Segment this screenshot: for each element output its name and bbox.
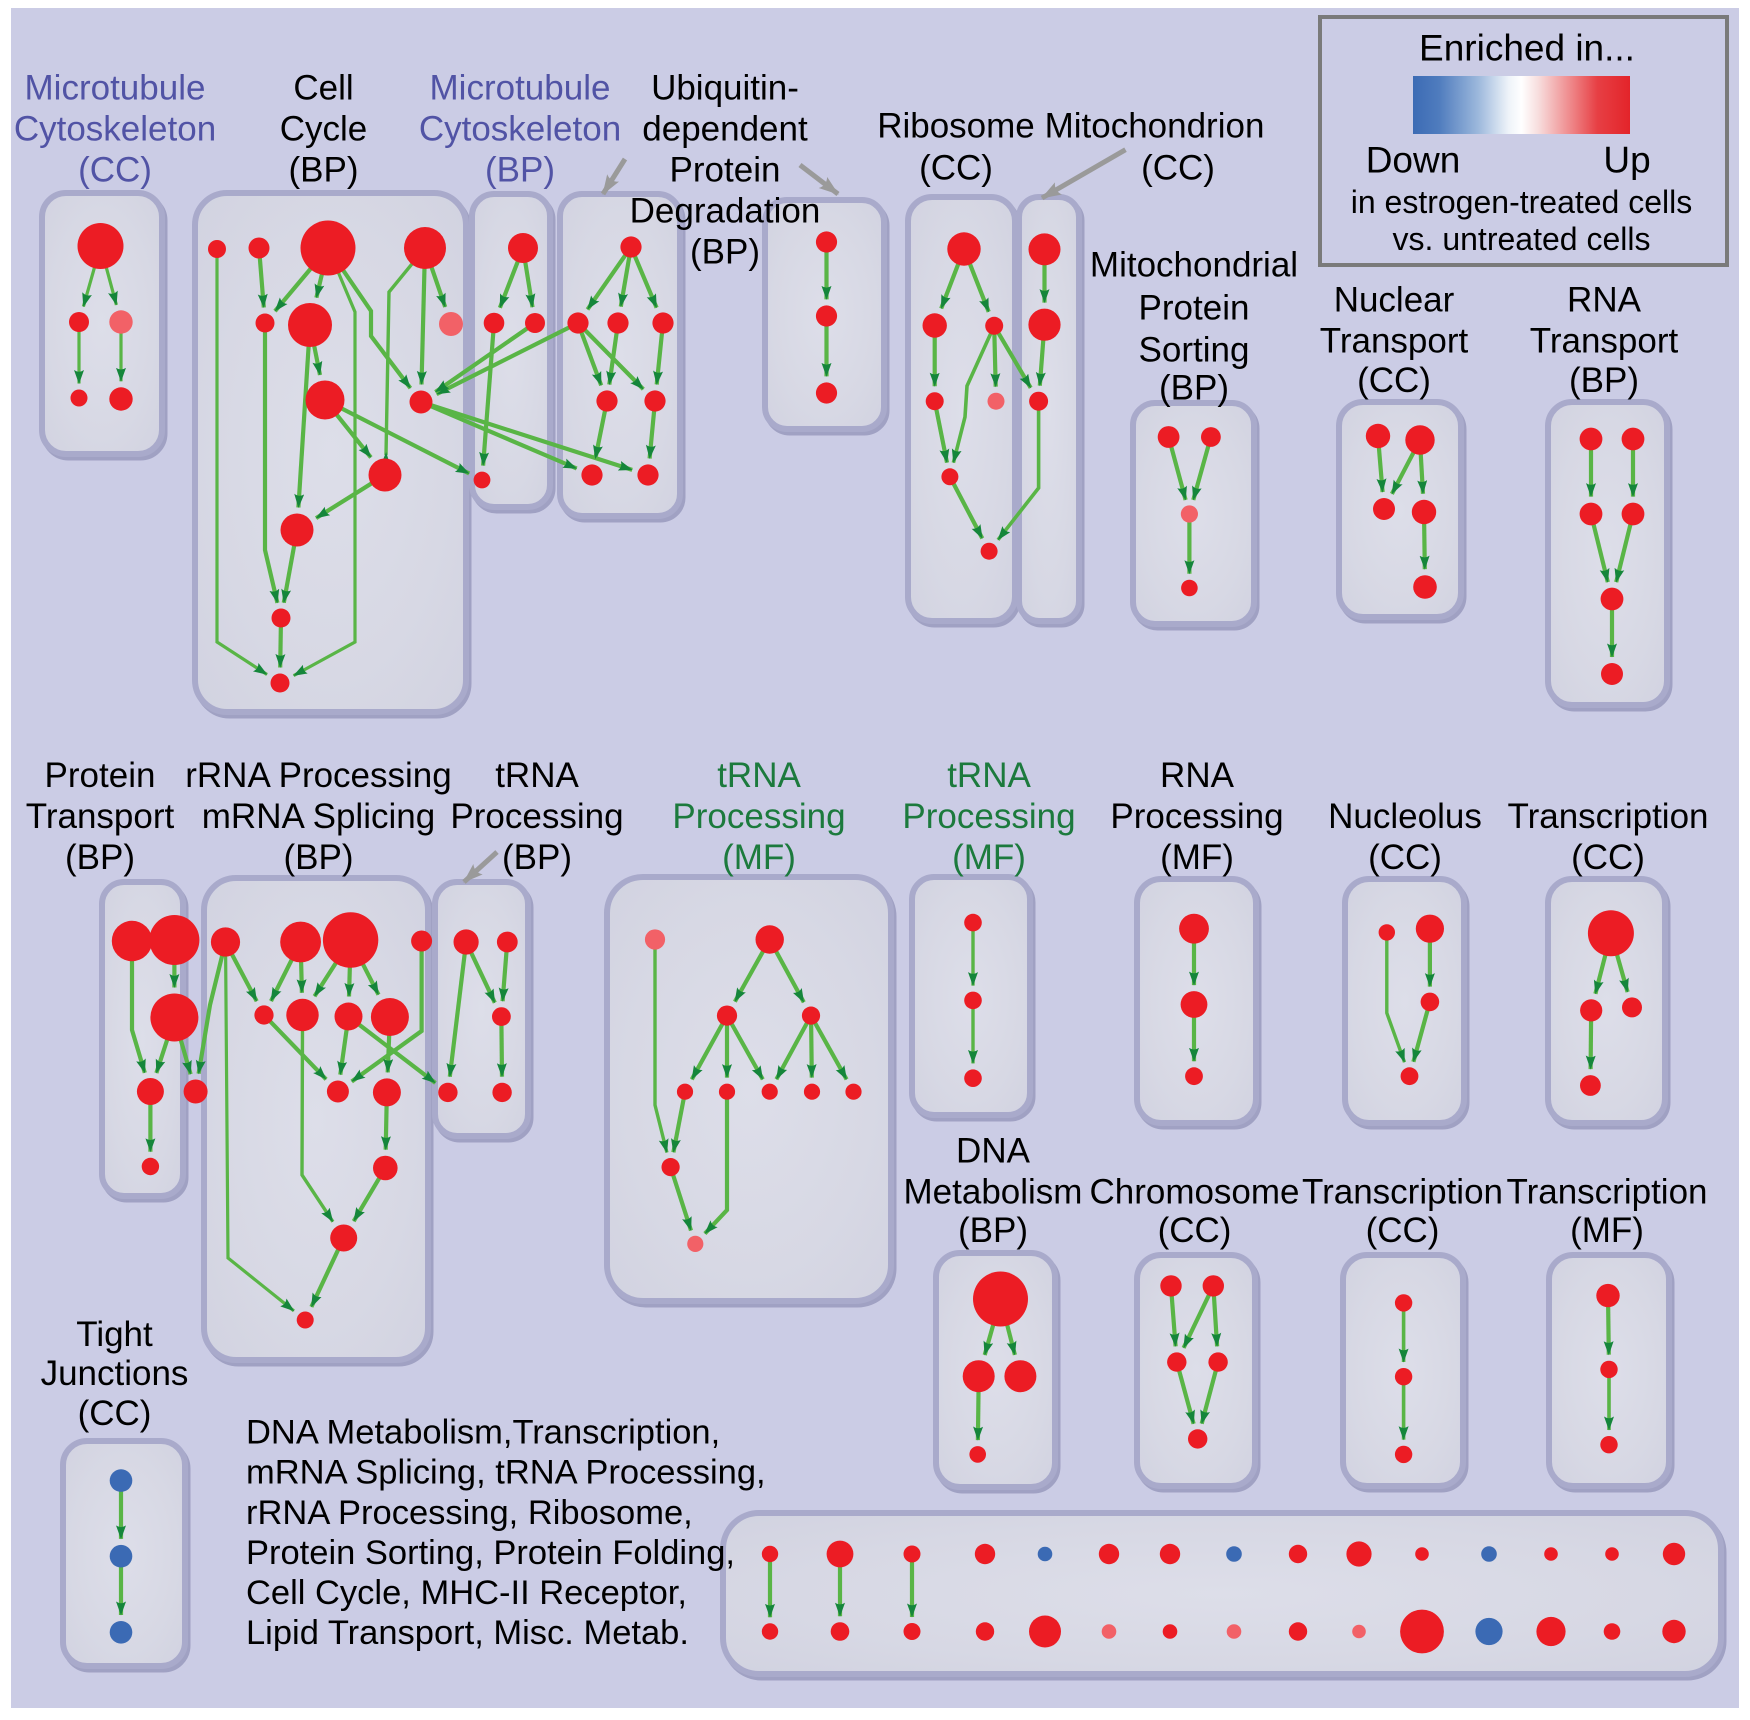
svg-text:Protein: Protein [670,150,781,189]
svg-text:dependent: dependent [642,109,808,148]
svg-text:(BP): (BP) [284,838,354,877]
svg-text:(MF): (MF) [952,838,1026,877]
svg-text:Down: Down [1366,140,1461,181]
svg-text:Enriched in...: Enriched in... [1419,28,1635,69]
svg-text:tRNA: tRNA [495,756,579,795]
svg-text:Cell: Cell [293,68,353,107]
svg-text:Ubiquitin-: Ubiquitin- [651,68,799,107]
svg-text:(CC): (CC) [1141,148,1215,187]
svg-text:in estrogen-treated cells: in estrogen-treated cells [1351,184,1693,220]
svg-text:(BP): (BP) [65,838,135,877]
svg-text:rRNA Processing, Ribosome,: rRNA Processing, Ribosome, [246,1494,693,1532]
svg-text:(BP): (BP) [485,150,555,189]
svg-text:(BP): (BP) [1569,361,1639,400]
svg-text:Processing: Processing [672,797,845,836]
svg-text:(BP): (BP) [289,150,359,189]
svg-text:(BP): (BP) [1159,368,1229,407]
svg-text:(CC): (CC) [1357,361,1431,400]
svg-text:Nucleolus: Nucleolus [1328,797,1482,836]
svg-text:Microtubule: Microtubule [430,68,611,107]
svg-text:(BP): (BP) [502,838,572,877]
svg-text:(CC): (CC) [1158,1211,1232,1250]
svg-text:Microtubule: Microtubule [25,68,206,107]
svg-text:Transport: Transport [1320,321,1469,360]
svg-text:Protein: Protein [45,756,156,795]
svg-text:Processing: Processing [902,797,1075,836]
svg-text:Ribosome: Ribosome [877,106,1035,145]
svg-text:(BP): (BP) [690,232,760,271]
svg-text:RNA: RNA [1160,756,1235,795]
svg-text:Protein: Protein [1139,288,1250,327]
svg-text:tRNA: tRNA [717,756,801,795]
svg-text:rRNA Processing: rRNA Processing [185,756,451,795]
svg-text:Mitochondrion: Mitochondrion [1045,106,1265,145]
svg-text:Transcription: Transcription [1507,1172,1708,1211]
svg-text:Transport: Transport [26,797,175,836]
svg-text:Transcription: Transcription [1302,1172,1503,1211]
svg-text:Transport: Transport [1530,321,1679,360]
svg-text:DNA Metabolism,Transcription,: DNA Metabolism,Transcription, [246,1414,720,1452]
svg-text:Tight: Tight [76,1315,153,1354]
svg-text:Metabolism: Metabolism [904,1172,1083,1211]
svg-text:mRNA Splicing: mRNA Splicing [202,797,435,836]
svg-text:Cytoskeleton: Cytoskeleton [14,109,216,148]
svg-text:Protein Sorting, Protein Foldi: Protein Sorting, Protein Folding, [246,1534,735,1572]
svg-text:vs. untreated cells: vs. untreated cells [1393,221,1651,257]
svg-text:(CC): (CC) [78,1394,152,1433]
svg-text:Cycle: Cycle [280,109,368,148]
svg-text:Degradation: Degradation [630,191,821,230]
svg-text:Cell Cycle, MHC-II Receptor,: Cell Cycle, MHC-II Receptor, [246,1574,687,1612]
svg-text:Mitochondrial: Mitochondrial [1090,245,1298,284]
svg-text:(MF): (MF) [1570,1211,1644,1250]
svg-text:mRNA Splicing, tRNA Processing: mRNA Splicing, tRNA Processing, [246,1454,766,1492]
svg-text:Sorting: Sorting [1139,330,1250,369]
svg-text:Lipid Transport, Misc. Metab.: Lipid Transport, Misc. Metab. [246,1614,689,1652]
svg-text:(CC): (CC) [1368,838,1442,877]
svg-text:(CC): (CC) [919,148,993,187]
svg-text:Processing: Processing [1110,797,1283,836]
svg-text:Nuclear: Nuclear [1334,280,1455,319]
svg-text:tRNA: tRNA [947,756,1031,795]
svg-text:DNA: DNA [956,1131,1031,1170]
svg-text:(MF): (MF) [1160,838,1234,877]
svg-text:(CC): (CC) [78,150,152,189]
svg-text:Chromosome: Chromosome [1089,1172,1299,1211]
svg-text:(CC): (CC) [1571,838,1645,877]
svg-text:Junctions: Junctions [41,1354,189,1393]
svg-text:(BP): (BP) [958,1211,1028,1250]
svg-text:Processing: Processing [450,797,623,836]
svg-text:Up: Up [1603,140,1650,181]
svg-text:Cytoskeleton: Cytoskeleton [419,109,621,148]
svg-text:Transcription: Transcription [1508,797,1709,836]
svg-text:(MF): (MF) [722,838,796,877]
svg-text:(CC): (CC) [1366,1211,1440,1250]
svg-text:RNA: RNA [1567,280,1642,319]
